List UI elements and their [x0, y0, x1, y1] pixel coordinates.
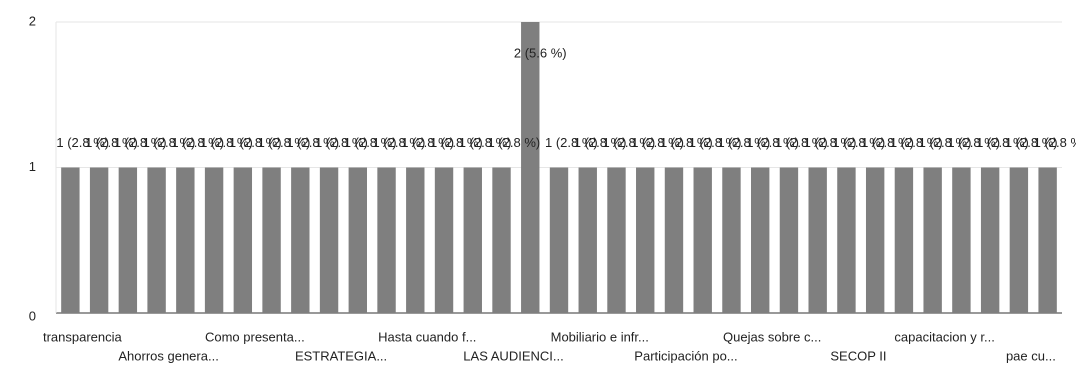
y-tick-label: 0 — [29, 308, 36, 323]
data-label: 1 (2.8 %) — [373, 135, 426, 150]
bar — [377, 167, 396, 313]
bar — [1038, 167, 1057, 313]
x-tick-label: Participación po... — [634, 348, 737, 363]
bar — [204, 167, 224, 313]
data-label: 1 (2.8 %) — [56, 135, 109, 150]
y-tick-label: 1 — [29, 159, 36, 174]
bar — [923, 167, 942, 313]
data-label: 1 (2.8 %) — [545, 135, 598, 150]
bar — [521, 22, 540, 313]
bar — [894, 167, 914, 313]
y-tick-label: 2 — [29, 13, 36, 28]
data-label: 1 (2.8 %) — [775, 135, 828, 150]
x-tick-label: pae cu... — [1006, 348, 1056, 363]
x-tick-label: LAS AUDIENCI... — [463, 348, 563, 363]
data-label: 1 (2.8 %) — [114, 135, 167, 150]
bar — [664, 167, 684, 313]
bar — [837, 167, 856, 313]
data-label: 1 (2.8 %) — [890, 135, 943, 150]
x-tick-label: Hasta cuando f... — [378, 329, 476, 344]
bar — [779, 167, 799, 313]
bar — [434, 167, 454, 313]
data-label: 1 (2.8 %) — [861, 135, 914, 150]
data-label: 1 (2.8 %) — [602, 135, 655, 150]
x-tick-label: ESTRATEGIA... — [295, 348, 387, 363]
x-tick-label: Como presenta... — [205, 329, 305, 344]
data-label: 1 (2.8 %) — [143, 135, 196, 150]
bar — [722, 167, 741, 313]
data-label: 1 (2.8 %) — [717, 135, 770, 150]
x-tick-label: capacitacion y r... — [894, 329, 994, 344]
data-label: 1 (2.8 %) — [229, 135, 282, 150]
data-label: 1 (2.8 %) — [344, 135, 397, 150]
data-label: 1 (2.8 %) — [258, 135, 311, 150]
data-label: 1 (2.8 %) — [430, 135, 483, 150]
bar — [319, 167, 339, 313]
bar — [1009, 167, 1029, 313]
data-label: 1 (2.8 %) — [832, 135, 885, 150]
bar — [348, 167, 367, 313]
bar — [147, 167, 166, 313]
data-label: 1 (2.8 %) — [315, 135, 368, 150]
bar — [980, 167, 1000, 313]
data-label: 1 (2.8 %) — [1005, 135, 1058, 150]
data-label: 2 (5.6 %) — [514, 45, 567, 60]
bar — [865, 167, 885, 313]
bar — [61, 167, 80, 313]
data-label: 1 (2.8 %) — [488, 135, 541, 150]
data-label: 1 (2.8 %) — [804, 135, 857, 150]
data-label: 1 (2.8 %) — [200, 135, 253, 150]
bar — [808, 167, 827, 313]
x-tick-label: SECOP II — [830, 348, 886, 363]
bar — [693, 167, 712, 313]
bar — [636, 167, 655, 313]
value-labels: 1 (2.8 %)1 (2.8 %)1 (2.8 %)1 (2.8 %)1 (2… — [56, 45, 1076, 150]
data-label: 1 (2.8 %) — [574, 135, 627, 150]
bar — [233, 167, 253, 313]
data-label: 1 (2.8 %) — [919, 135, 972, 150]
bar — [176, 167, 195, 313]
bar — [578, 167, 597, 313]
bar — [492, 167, 511, 313]
x-tick-label: Quejas sobre c... — [723, 329, 821, 344]
bar — [952, 167, 971, 313]
bar — [291, 167, 310, 313]
bar — [118, 167, 138, 313]
data-label: 1 (2.8 %) — [746, 135, 799, 150]
data-label: 1 (2.8 %) — [459, 135, 512, 150]
data-label: 1 (2.8 %) — [171, 135, 224, 150]
bar — [262, 167, 281, 313]
x-tick-label: transparencia — [43, 329, 123, 344]
bar — [463, 167, 482, 313]
data-label: 1 (2.8 %) — [85, 135, 138, 150]
data-label: 1 (2.8 %) — [689, 135, 742, 150]
bar — [406, 167, 425, 313]
bar — [607, 167, 626, 313]
data-label: 1 (2.8 %) — [947, 135, 1000, 150]
x-tick-label: Mobiliario e infr... — [551, 329, 649, 344]
data-label: 1 (2.8 %) — [1034, 135, 1076, 150]
data-label: 1 (2.8 %) — [976, 135, 1029, 150]
data-label: 1 (2.8 %) — [401, 135, 454, 150]
data-label: 1 (2.8 %) — [286, 135, 339, 150]
data-label: 1 (2.8 %) — [660, 135, 713, 150]
bar — [751, 167, 770, 313]
x-tick-label: Ahorros genera... — [118, 348, 218, 363]
data-label: 1 (2.8 %) — [631, 135, 684, 150]
bar — [549, 167, 569, 313]
bar — [89, 167, 109, 313]
